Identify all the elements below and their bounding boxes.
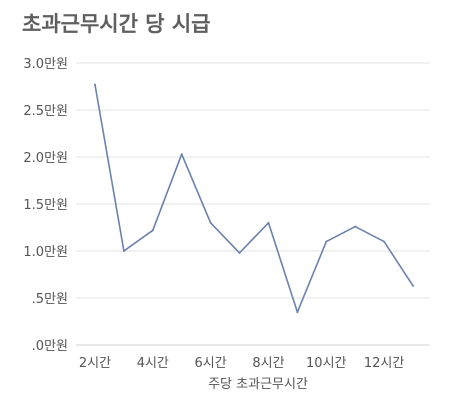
- data-point: [354, 225, 357, 228]
- data-point: [180, 153, 183, 156]
- x-tick-label: 2시간: [79, 356, 111, 371]
- x-tick-label: 8시간: [252, 356, 284, 371]
- x-tick-label: 4시간: [137, 356, 169, 371]
- series-layer: [94, 83, 414, 314]
- x-axis-ticks: 2시간 4시간 6시간 8시간 10시간 12시간: [79, 356, 404, 371]
- data-point: [122, 250, 125, 252]
- data-point: [238, 251, 241, 254]
- y-tick-label: 1.5만원: [23, 198, 68, 213]
- y-tick-label: 2.5만원: [23, 104, 68, 119]
- y-tick-label: .5만원: [32, 292, 68, 307]
- data-point: [296, 311, 299, 314]
- data-point: [383, 240, 386, 243]
- data-point: [94, 83, 96, 86]
- data-point: [209, 221, 212, 224]
- y-tick-label: .0만원: [32, 339, 68, 354]
- y-tick-label: 2.0만원: [23, 151, 68, 166]
- y-tick-label: 1.0만원: [23, 245, 68, 260]
- data-point: [412, 284, 414, 287]
- grid-layer: [76, 62, 430, 346]
- data-point: [151, 229, 154, 232]
- x-tick-label: 6시간: [195, 356, 227, 371]
- chart-title: 초과근무시간 당 시급: [22, 12, 211, 36]
- data-point: [267, 221, 270, 224]
- x-axis-title: 주당 초과근무시간: [208, 377, 308, 392]
- x-tick-label: 10시간: [306, 356, 347, 371]
- y-tick-label: 3.0만원: [23, 57, 68, 72]
- y-axis-ticks: 3.0만원 2.5만원 2.0만원 1.5만원 1.0만원 .5만원 .0만원: [23, 57, 68, 354]
- x-tick-label: 12시간: [364, 356, 405, 371]
- series-line: [94, 84, 414, 313]
- data-point: [325, 240, 328, 243]
